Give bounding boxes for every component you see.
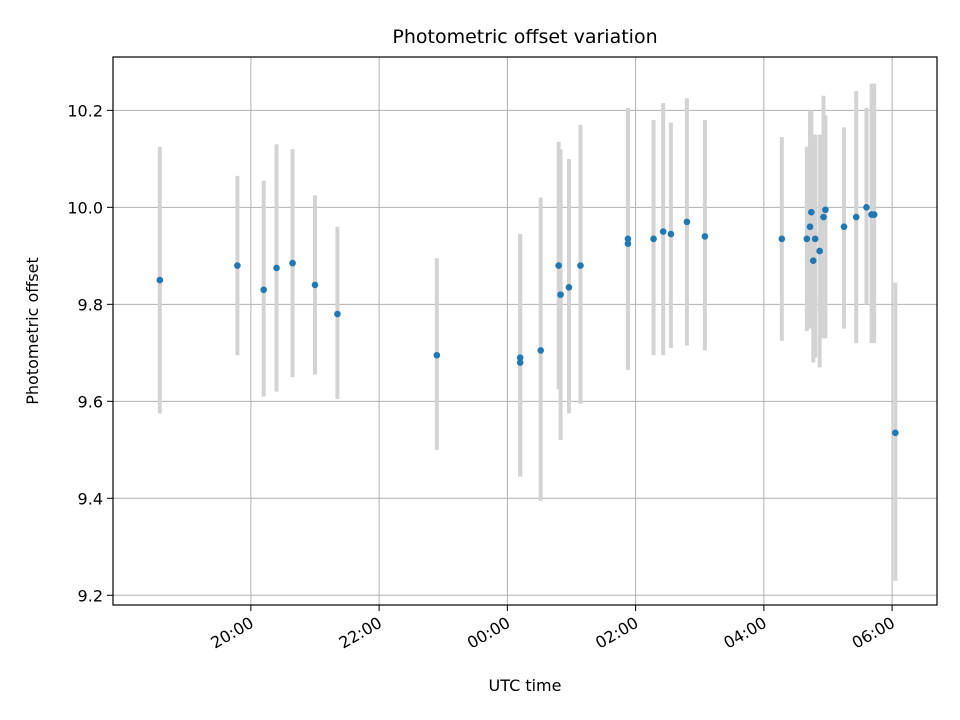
data-point <box>816 247 823 255</box>
chart-title: Photometric offset variation <box>392 26 657 48</box>
data-point <box>557 291 564 298</box>
y-axis-ticks: 9.2 9.4 9.6 9.8 10.0 10.2 <box>67 101 113 605</box>
data-point <box>852 213 860 221</box>
data-point <box>234 262 241 269</box>
y-tick-label: 10.0 <box>67 198 103 217</box>
data-points <box>156 204 899 437</box>
y-tick-label: 10.2 <box>67 101 103 120</box>
data-point <box>806 223 814 231</box>
data-point <box>289 259 296 267</box>
data-point <box>577 262 584 269</box>
data-point <box>701 233 709 240</box>
plot-frame <box>112 56 938 606</box>
grid-lines <box>113 57 937 605</box>
data-point <box>516 354 524 361</box>
y-axis-label: Photometric offset <box>23 257 42 405</box>
data-point <box>803 235 811 243</box>
data-point <box>683 218 691 226</box>
y-tick-label: 9.4 <box>78 489 103 508</box>
data-point <box>870 211 878 218</box>
data-point <box>667 230 675 238</box>
y-tick-label: 9.6 <box>78 392 103 411</box>
data-point <box>892 429 899 437</box>
data-point <box>565 284 573 291</box>
data-point <box>433 351 441 359</box>
data-point <box>311 281 319 289</box>
data-point <box>811 235 819 243</box>
data-point <box>808 208 815 216</box>
y-tick-label: 9.8 <box>78 295 103 314</box>
data-point <box>516 359 524 366</box>
data-point <box>840 223 848 231</box>
x-axis-label: UTC time <box>489 676 562 695</box>
data-point <box>822 206 829 214</box>
data-point <box>273 264 280 272</box>
data-point <box>537 347 545 354</box>
data-point <box>334 310 341 318</box>
data-point <box>624 235 632 243</box>
data-point <box>820 213 827 221</box>
data-point <box>809 257 817 264</box>
data-point <box>778 235 786 243</box>
data-point <box>863 204 870 211</box>
data-point <box>659 228 667 235</box>
data-point <box>260 286 267 294</box>
data-point <box>624 240 632 248</box>
data-point <box>555 262 562 269</box>
y-tick-label: 9.2 <box>78 586 103 605</box>
data-point <box>650 235 657 243</box>
data-point <box>156 276 164 284</box>
